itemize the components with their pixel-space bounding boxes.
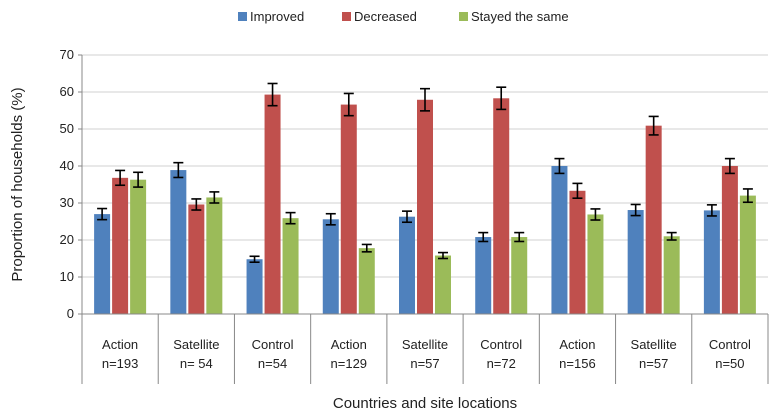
error-bar	[514, 231, 525, 243]
bar	[739, 195, 756, 314]
legend-item: Stayed the same	[459, 9, 569, 24]
error-bar	[724, 157, 735, 175]
error-bar	[742, 188, 753, 204]
error-bar	[706, 204, 717, 217]
bar	[703, 210, 720, 314]
error-bar	[285, 211, 296, 225]
y-tick-label: 30	[60, 195, 74, 210]
error-bar	[666, 231, 677, 241]
x-category-count: n=50	[715, 356, 744, 371]
error-bar	[115, 169, 126, 187]
error-bar	[267, 82, 278, 107]
y-tick-label: 0	[67, 306, 74, 321]
x-category-label: Control	[709, 337, 751, 352]
y-tick-label: 20	[60, 232, 74, 247]
error-bar	[496, 86, 507, 111]
x-category-count: n=193	[102, 356, 139, 371]
legend-swatch	[342, 12, 351, 21]
bar	[511, 237, 528, 314]
legend-label: Stayed the same	[471, 9, 569, 24]
error-bar	[572, 182, 583, 199]
bar	[358, 248, 375, 314]
bar	[188, 204, 205, 314]
error-bar	[420, 87, 430, 112]
bar	[264, 94, 281, 314]
y-tick-labels: 0 10 20 30 40 50 60 70	[60, 47, 82, 321]
x-category-count: n=57	[410, 356, 439, 371]
bar	[551, 166, 568, 314]
x-category-count: n=129	[331, 356, 368, 371]
x-category-count: n= 54	[180, 356, 213, 371]
x-category-label: Satellite	[173, 337, 219, 352]
bar	[569, 190, 586, 314]
error-bar	[648, 115, 659, 136]
legend-swatch	[238, 12, 247, 21]
y-tick-label: 60	[60, 84, 74, 99]
error-bar	[361, 243, 372, 253]
axes	[81, 55, 769, 384]
legend-item: Decreased	[342, 9, 417, 24]
y-tick-label: 10	[60, 269, 74, 284]
bar	[645, 125, 662, 314]
bar	[475, 237, 492, 314]
x-category-count: n=57	[639, 356, 668, 371]
bar	[663, 236, 680, 314]
bars	[94, 94, 756, 315]
bar	[94, 214, 111, 314]
error-bar	[173, 161, 184, 179]
legend: Improved Decreased Stayed the same	[238, 9, 569, 24]
error-bar	[554, 157, 565, 175]
bar	[587, 214, 604, 314]
error-bar	[402, 210, 412, 224]
y-tick-label: 50	[60, 121, 74, 136]
x-axis-title: Countries and site locations	[333, 395, 517, 412]
error-bar	[630, 203, 641, 217]
x-category-labels: Action n=193 Satellite n= 54 Control n=54 Acti…	[102, 337, 751, 371]
error-bar	[478, 231, 489, 243]
y-axis-title: Proportion of households (%)	[9, 87, 26, 281]
error-bar	[590, 208, 601, 221]
error-bar	[325, 212, 336, 226]
x-category-label: Control	[480, 337, 522, 352]
bar	[322, 219, 339, 314]
bar	[170, 170, 187, 314]
bar	[417, 99, 433, 315]
bar	[112, 177, 129, 314]
bar	[493, 98, 510, 314]
error-bar	[343, 92, 354, 117]
y-tick-label: 70	[60, 47, 74, 62]
legend-swatch	[459, 12, 468, 21]
error-bar	[133, 171, 144, 188]
x-category-count: n=54	[258, 356, 287, 371]
x-category-count: n=72	[487, 356, 516, 371]
legend-item: Improved	[238, 9, 304, 24]
bar	[340, 104, 357, 314]
x-category-label: Action	[102, 337, 138, 352]
legend-label: Improved	[250, 9, 304, 24]
bar	[435, 255, 451, 314]
error-bar	[209, 191, 220, 204]
error-bar	[97, 207, 108, 221]
bar	[206, 197, 223, 314]
x-category-count: n=156	[559, 356, 596, 371]
x-category-label: Control	[252, 337, 294, 352]
x-category-label: Action	[331, 337, 367, 352]
legend-label: Decreased	[354, 9, 417, 24]
bar	[246, 259, 263, 314]
bar	[282, 218, 299, 314]
bar	[130, 179, 147, 314]
error-bar	[438, 251, 448, 260]
error-bar	[191, 198, 202, 211]
x-category-label: Satellite	[631, 337, 677, 352]
bar	[627, 210, 644, 314]
bar	[399, 216, 415, 314]
x-category-label: Action	[559, 337, 595, 352]
bar	[721, 166, 738, 314]
error-bar	[249, 255, 260, 264]
y-tick-label: 40	[60, 158, 74, 173]
x-category-label: Satellite	[402, 337, 448, 352]
error-bars	[97, 82, 753, 264]
